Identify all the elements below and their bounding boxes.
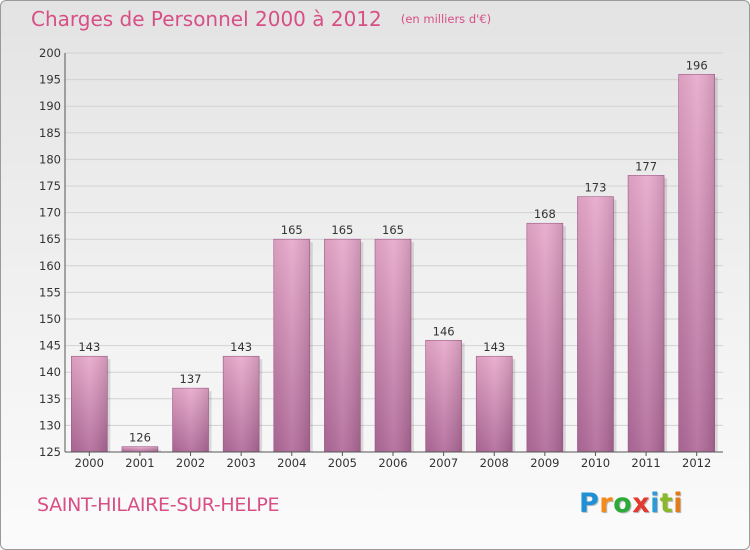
bar-sheen [223, 356, 260, 452]
bar-sheen [526, 223, 563, 452]
title-row: Charges de Personnel 2000 à 2012 (en mil… [31, 7, 491, 31]
y-tick-label: 190 [39, 99, 61, 113]
y-tick-label: 180 [39, 152, 61, 166]
bar-sheen [678, 74, 715, 452]
data-label: 126 [129, 431, 151, 445]
logo-letter: P [579, 488, 600, 519]
data-label: 196 [686, 58, 708, 72]
data-label: 165 [382, 223, 404, 237]
logo-letter: i [650, 488, 660, 519]
y-tick-label: 160 [39, 259, 61, 273]
data-label: 146 [433, 324, 455, 338]
x-tick-label: 2006 [378, 456, 407, 470]
x-tick-label: 2011 [631, 456, 660, 470]
y-tick-label: 135 [39, 392, 61, 406]
axes [64, 53, 723, 456]
x-tick-label: 2008 [480, 456, 509, 470]
logo-letter: o [613, 488, 633, 519]
bar-sheen [121, 446, 158, 452]
bar-sheen [476, 356, 513, 452]
logo-letter: t [659, 488, 674, 519]
data-label: 143 [78, 340, 100, 354]
bar-sheen [375, 239, 411, 452]
y-tick-label: 155 [39, 285, 61, 299]
bar-sheen [425, 340, 462, 452]
x-tick-label: 2001 [125, 456, 154, 470]
y-tick-label: 130 [39, 418, 61, 432]
x-tick-label: 2009 [530, 456, 559, 470]
x-tick-label: 2003 [227, 456, 256, 470]
bar-sheen [172, 388, 209, 452]
data-label: 173 [584, 181, 606, 195]
commune-name: SAINT-HILAIRE-SUR-HELPE [37, 494, 280, 516]
logo-letter: i [673, 488, 684, 519]
bar-sheen [628, 175, 665, 453]
logo-letter: r [599, 488, 614, 519]
data-label: 143 [483, 340, 505, 354]
y-tick-label: 185 [39, 126, 61, 140]
y-tick-label: 170 [39, 206, 61, 220]
bar-sheen [324, 239, 361, 452]
x-tick-label: 2004 [277, 456, 306, 470]
data-label: 168 [534, 207, 556, 221]
y-tick-label: 175 [39, 179, 61, 193]
x-tick-label: 2002 [176, 456, 205, 470]
data-label: 165 [281, 223, 303, 237]
y-tick-label: 165 [39, 232, 61, 246]
y-tick-label: 125 [39, 445, 61, 459]
bar-sheen [577, 196, 614, 452]
y-tick-label: 200 [39, 46, 61, 60]
x-tick-label: 2000 [75, 456, 104, 470]
data-label: 137 [180, 372, 202, 386]
logo-letter: x [632, 488, 651, 519]
x-tick-label: 2012 [682, 456, 711, 470]
labels: 125 130 135 140 145 150 155 160 165 170 175 180 185 1… [39, 46, 711, 470]
bars [71, 73, 718, 453]
y-tick-label: 140 [39, 365, 61, 379]
x-tick-label: 2005 [328, 456, 357, 470]
bar-sheen [71, 356, 108, 452]
proxiti-logo: Proxiti [579, 488, 683, 519]
y-tick-label: 195 [39, 73, 61, 87]
data-label: 177 [635, 159, 657, 173]
chart-subtitle: (en milliers d'€) [400, 12, 492, 26]
x-tick-label: 2010 [581, 456, 610, 470]
x-tick-label: 2007 [429, 456, 458, 470]
y-tick-label: 145 [39, 339, 61, 353]
data-label: 143 [230, 340, 252, 354]
chart-title: Charges de Personnel 2000 à 2012 [31, 7, 382, 31]
y-tick-label: 150 [39, 312, 61, 326]
bar-sheen [273, 239, 310, 452]
data-label: 165 [331, 223, 353, 237]
